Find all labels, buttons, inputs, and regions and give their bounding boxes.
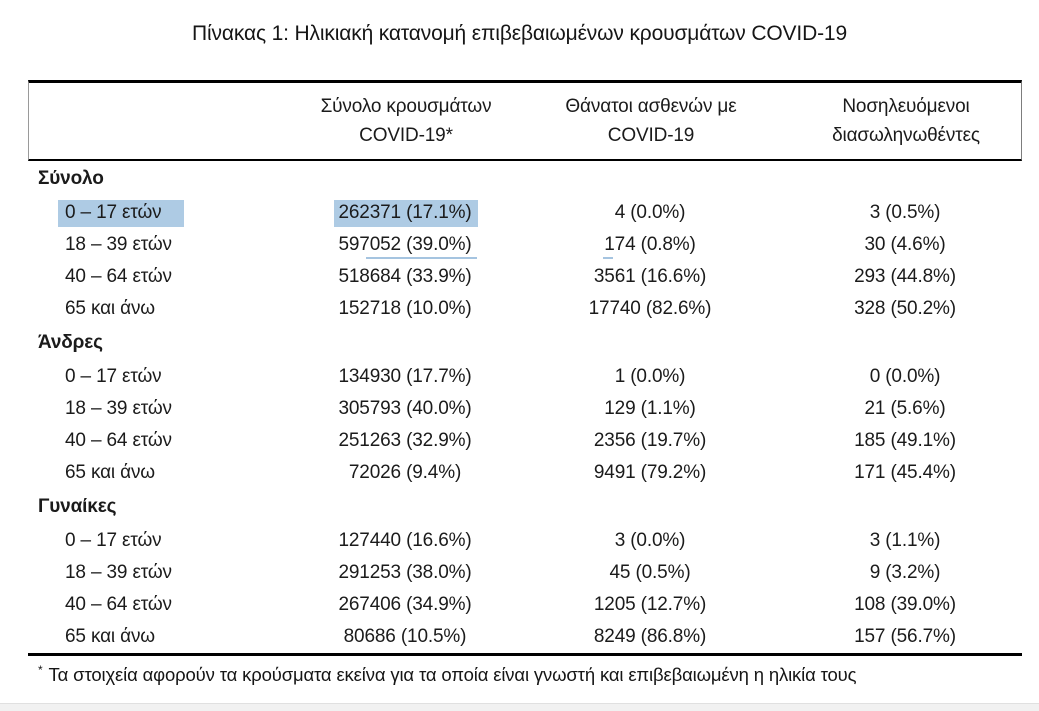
intubated-value: 171 (45.4%)	[854, 462, 956, 483]
table-bottom-rule: * Τα στοιχεία αφορούν τα κρούσματα εκείνα…	[28, 653, 1022, 686]
cases-value: 291253 (38.0%)	[338, 562, 472, 583]
intubated-value: 21 (5.6%)	[864, 398, 946, 419]
intubated-value: 328 (50.2%)	[854, 298, 956, 319]
table-row: 18 – 39 ετών 305793 (40.0%) 129 (1.1%) 2…	[28, 393, 1022, 425]
window-bottom-edge	[0, 703, 1039, 711]
cases-value: 80686 (10.5%)	[343, 626, 467, 647]
intubated-value: 3 (1.1%)	[869, 530, 941, 551]
header-intubated-line2: διασωληνωθέντες	[832, 125, 980, 146]
section-women-label: Γυναίκες	[38, 496, 117, 517]
section-total: Σύνολο	[28, 161, 1022, 197]
table-row: 18 – 39 ετών 597052 (39.0%) 174 (0.8%) 3…	[28, 229, 1022, 261]
table-row: 65 και άνω 80686 (10.5%) 8249 (86.8%) 15…	[28, 621, 1022, 653]
age-label: 40 – 64 ετών	[65, 266, 172, 287]
age-label: 0 – 17 ετών	[65, 366, 162, 387]
section-men: Άνδρες	[28, 325, 1022, 361]
age-label: 18 – 39 ετών	[65, 234, 172, 255]
table-title: Πίνακας 1: Ηλικιακή κατανομή επιβεβαιωμέ…	[191, 22, 847, 45]
intubated-value: 30 (4.6%)	[864, 234, 946, 255]
section-women: Γυναίκες	[28, 489, 1022, 525]
cases-value: 251263 (32.9%)	[338, 430, 472, 451]
age-label-selected: 0 – 17 ετών	[58, 200, 184, 227]
age-label: 65 και άνω	[65, 462, 155, 483]
footnote-asterisk: *	[38, 663, 43, 677]
header-deaths-line1: Θάνατοι ασθενών με	[565, 96, 737, 117]
header-intubated: Νοσηλευόμενοι διασωληνωθέντες	[789, 92, 1023, 150]
deaths-value: 17740 (82.6%)	[588, 298, 712, 319]
table-footnote: * Τα στοιχεία αφορούν τα κρούσματα εκείνα…	[28, 656, 1022, 686]
cases-value-selected: 262371 (17.1%)	[334, 200, 478, 227]
header-deaths-line2: COVID-19	[607, 125, 695, 146]
cases-value: 72026 (9.4%)	[348, 462, 462, 483]
age-label: 65 και άνω	[65, 298, 155, 319]
deaths-value: 1 (0.0%)	[614, 366, 686, 387]
age-label: 18 – 39 ετών	[65, 562, 172, 583]
cases-value: 267406 (34.9%)	[338, 594, 472, 615]
header-intubated-line1: Νοσηλευόμενοι	[842, 96, 970, 117]
table-row: 40 – 64 ετών 251263 (32.9%) 2356 (19.7%)…	[28, 425, 1022, 457]
age-label: 18 – 39 ετών	[65, 398, 172, 419]
table-row: 18 – 39 ετών 291253 (38.0%) 45 (0.5%) 9 …	[28, 557, 1022, 589]
cases-value: 597052 (39.0%)	[338, 234, 477, 259]
header-total-cases: Σύνολο κρουσμάτων COVID-19*	[299, 92, 513, 150]
intubated-value: 3 (0.5%)	[869, 202, 941, 223]
deaths-value: 4 (0.0%)	[614, 202, 686, 223]
table-row: 40 – 64 ετών 518684 (33.9%) 3561 (16.6%)…	[28, 261, 1022, 293]
footnote-text: Τα στοιχεία αφορούν τα κρούσματα εκείνα …	[48, 664, 857, 686]
table-row: 0 – 17 ετών 127440 (16.6%) 3 (0.0%) 3 (1…	[28, 525, 1022, 557]
table-row: 0 – 17 ετών 262371 (17.1%) 4 (0.0%) 3 (0…	[28, 197, 1022, 229]
table-row: 65 και άνω 152718 (10.0%) 17740 (82.6%) …	[28, 293, 1022, 325]
age-label: 0 – 17 ετών	[65, 530, 162, 551]
deaths-value: 129 (1.1%)	[604, 398, 696, 419]
deaths-value: 45 (0.5%)	[609, 562, 691, 583]
section-men-label: Άνδρες	[38, 332, 103, 353]
age-label: 65 και άνω	[65, 626, 155, 647]
cases-value: 152718 (10.0%)	[338, 298, 472, 319]
header-total-cases-line2: COVID-19*	[359, 125, 453, 146]
deaths-value: 2356 (19.7%)	[593, 430, 707, 451]
deaths-value: 174 (0.8%)	[603, 234, 696, 259]
age-label: 40 – 64 ετών	[65, 430, 172, 451]
header-deaths: Θάνατοι ασθενών με COVID-19	[513, 92, 789, 150]
intubated-value: 9 (3.2%)	[869, 562, 941, 583]
section-total-label: Σύνολο	[38, 168, 104, 189]
table-header-row: Σύνολο κρουσμάτων COVID-19* Θάνατοι ασθε…	[28, 80, 1022, 161]
age-label: 40 – 64 ετών	[65, 594, 172, 615]
cases-value: 127440 (16.6%)	[338, 530, 472, 551]
intubated-value: 108 (39.0%)	[854, 594, 956, 615]
covid-age-distribution-table: Σύνολο κρουσμάτων COVID-19* Θάνατοι ασθε…	[28, 80, 1022, 686]
table-row: 40 – 64 ετών 267406 (34.9%) 1205 (12.7%)…	[28, 589, 1022, 621]
deaths-value: 3 (0.0%)	[614, 530, 686, 551]
intubated-value: 293 (44.8%)	[854, 266, 956, 287]
deaths-value: 9491 (79.2%)	[593, 462, 707, 483]
cases-value: 134930 (17.7%)	[338, 366, 472, 387]
intubated-value: 185 (49.1%)	[854, 430, 956, 451]
deaths-value: 3561 (16.6%)	[593, 266, 707, 287]
header-total-cases-line1: Σύνολο κρουσμάτων	[320, 96, 492, 117]
deaths-value: 1205 (12.7%)	[593, 594, 707, 615]
intubated-value: 157 (56.7%)	[854, 626, 956, 647]
cases-value: 305793 (40.0%)	[338, 398, 472, 419]
table-row: 0 – 17 ετών 134930 (17.7%) 1 (0.0%) 0 (0…	[28, 361, 1022, 393]
cases-value: 518684 (33.9%)	[338, 266, 472, 287]
table-row: 65 και άνω 72026 (9.4%) 9491 (79.2%) 171…	[28, 457, 1022, 489]
intubated-value: 0 (0.0%)	[869, 366, 941, 387]
deaths-value: 8249 (86.8%)	[593, 626, 707, 647]
